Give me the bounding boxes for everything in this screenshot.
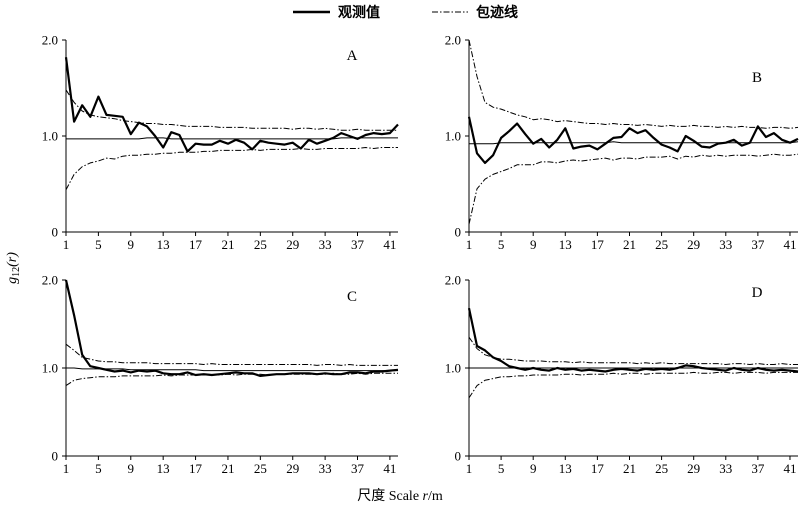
panel-c-series-theoretical	[66, 367, 398, 372]
panel-a-x-tick-label: 9	[128, 237, 135, 252]
panel-b-x-tick-label: 33	[719, 237, 732, 252]
panel-d-x-tick-label: 1	[466, 461, 473, 476]
panel-b-series-envelope-lower	[468, 153, 799, 225]
panel-b-x-tick-label: 9	[530, 237, 537, 252]
panel-a-x-tick-label: 17	[189, 237, 203, 252]
panel-d-x-tick-label: 5	[498, 461, 505, 476]
panel-b: 0 1.0 2.0 1 5 9 13 17 21 25 29 33 37 41 B	[445, 33, 799, 252]
panel-a-x-tick-label: 1	[63, 237, 70, 252]
panel-d-series-envelope-upper	[468, 336, 798, 365]
panel-d-y-tick-label: 2.0	[445, 273, 461, 288]
panel-b-x-tick-label: 41	[783, 237, 796, 252]
panel-c-series-envelope-upper	[65, 343, 398, 366]
panel-b-series-envelope-upper	[468, 39, 799, 129]
legend-observed-label: 观测值	[338, 4, 380, 21]
panel-b-x-tick-label: 5	[498, 237, 505, 252]
y-axis-label-arg: (r)	[5, 252, 20, 267]
panel-d-x-tick-label: 21	[623, 461, 636, 476]
panel-b-series-observed	[467, 116, 799, 164]
panel-c-x-tick-label: 37	[351, 461, 365, 476]
panel-a-x-tick-label: 41	[383, 237, 396, 252]
y-axis-label: g12(r)	[5, 252, 22, 284]
panel-b-x-tick-label: 29	[687, 237, 700, 252]
panel-c-x-tick-label: 29	[286, 461, 299, 476]
svg-text:g12(r): g12(r)	[5, 252, 22, 284]
panel-a-x-tick-label: 13	[157, 237, 170, 252]
panel-a-y-tick-label: 0	[52, 225, 59, 240]
panel-b-x-tick-label: 37	[751, 237, 765, 252]
panel-b-x-tick-label: 1	[466, 237, 473, 252]
panel-b-x-tick-label: 17	[591, 237, 605, 252]
legend: 观测值 包迹线	[293, 4, 518, 21]
panel-a-x-tick-label: 21	[221, 237, 234, 252]
x-axis-label-var: r	[423, 489, 429, 504]
panel-d-x-tick-label: 25	[655, 461, 668, 476]
panel-a-y-tick-label: 2.0	[42, 33, 58, 48]
panel-b-x-tick-label: 21	[623, 237, 636, 252]
panel-a-y-tick-label: 1.0	[42, 129, 58, 144]
panel-c-y-tick-label: 1.0	[42, 361, 58, 376]
panel-c: 0 1.0 2.0 1 5 9 13 17 21 25 29 33 37 41 C	[42, 273, 399, 476]
panel-d-x-tick-label: 9	[530, 461, 537, 476]
legend-envelope-label: 包迹线	[476, 4, 518, 21]
panel-d: 0 1.0 2.0 1 5 9 13 17 21 25 29 33 37 41 D	[445, 273, 799, 476]
x-axis-label-unit: /m	[428, 489, 443, 504]
panel-a-series-envelope-lower	[65, 147, 398, 191]
panel-a-x-tick-label: 29	[286, 237, 299, 252]
panel-a-x-tick-label: 33	[319, 237, 332, 252]
panel-c-x-tick-label: 21	[221, 461, 234, 476]
y-axis-label-sub: 12	[11, 267, 22, 277]
x-axis-label: 尺度 Scale r/m	[357, 488, 443, 504]
panel-c-x-tick-label: 9	[128, 461, 135, 476]
panel-d-label: D	[752, 285, 763, 301]
panel-b-y-tick-label: 1.0	[445, 129, 461, 144]
panel-c-x-tick-label: 25	[254, 461, 267, 476]
panel-d-series-observed	[467, 307, 799, 373]
panel-a: 0 1.0 2.0 1 5 9 13 17 21 25 29 33 37 41 A	[42, 33, 399, 252]
panel-c-x-tick-label: 5	[95, 461, 102, 476]
panel-d-y-tick-label: 0	[455, 449, 462, 464]
panel-d-x-tick-label: 33	[719, 461, 732, 476]
panel-c-y-tick-label: 0	[52, 449, 59, 464]
panel-c-x-tick-label: 33	[319, 461, 332, 476]
panel-d-y-tick-label: 1.0	[445, 361, 461, 376]
panel-b-label: B	[752, 70, 762, 86]
panel-d-x-tick-label: 29	[687, 461, 700, 476]
panel-d-x-tick-label: 17	[591, 461, 605, 476]
panel-b-y-tick-label: 2.0	[445, 33, 461, 48]
panel-c-x-tick-label: 1	[63, 461, 70, 476]
panel-b-x-tick-label: 13	[559, 237, 572, 252]
panel-a-series-observed	[64, 57, 399, 153]
panel-c-x-tick-label: 17	[189, 461, 203, 476]
panel-c-series-envelope-lower	[65, 372, 398, 387]
panel-d-x-tick-label: 13	[559, 461, 572, 476]
panel-c-y-tick-label: 2.0	[42, 273, 58, 288]
x-axis-label-prefix: 尺度 Scale	[357, 488, 422, 504]
panel-a-x-tick-label: 25	[254, 237, 267, 252]
panel-a-label: A	[347, 48, 358, 64]
panel-c-label: C	[347, 289, 357, 305]
panel-a-series-theoretical	[66, 137, 398, 140]
panel-b-series-theoretical	[469, 141, 799, 145]
y-axis-label-main: g	[5, 277, 20, 284]
panel-c-x-tick-label: 13	[157, 461, 170, 476]
panel-b-x-tick-label: 25	[655, 237, 668, 252]
panel-d-series-envelope-lower	[468, 371, 798, 399]
panel-b-y-tick-label: 0	[455, 225, 462, 240]
panel-a-series-envelope-upper	[65, 89, 398, 131]
panel-a-x-tick-label: 37	[351, 237, 365, 252]
panel-a-x-tick-label: 5	[95, 237, 102, 252]
panel-d-x-tick-label: 37	[751, 461, 765, 476]
panel-d-x-tick-label: 41	[783, 461, 796, 476]
panel-c-x-tick-label: 41	[383, 461, 396, 476]
